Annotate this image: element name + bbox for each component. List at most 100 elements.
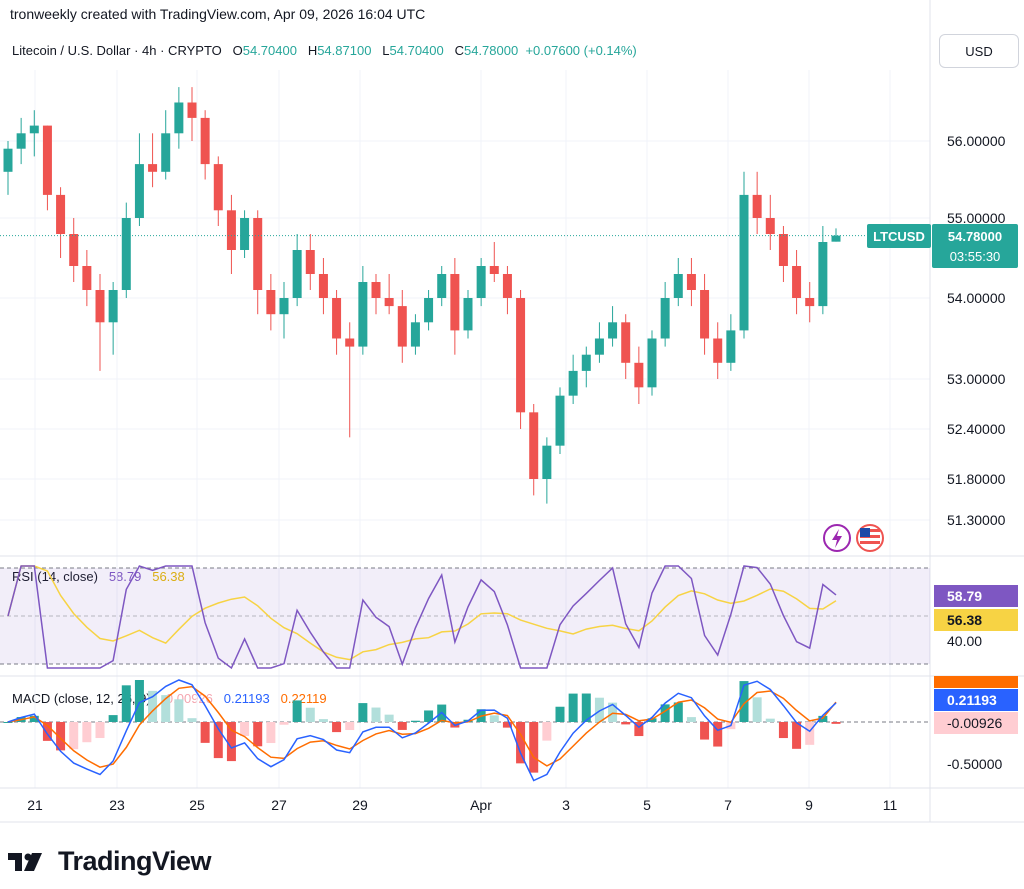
candle-body[interactable] bbox=[332, 298, 342, 339]
candle-body[interactable] bbox=[568, 370, 578, 396]
candle-body[interactable] bbox=[69, 234, 79, 266]
candle-body[interactable] bbox=[121, 218, 131, 290]
macd-histogram-bar bbox=[831, 722, 841, 724]
price-axis[interactable]: 56.00000 55.00000 54.00000 53.00000 52.40000… bbox=[947, 133, 1006, 528]
candle-body[interactable] bbox=[266, 290, 276, 315]
candle-body[interactable] bbox=[292, 250, 302, 298]
candlestick-series[interactable] bbox=[3, 87, 841, 504]
candle-body[interactable] bbox=[56, 194, 66, 234]
rsi-line[interactable] bbox=[7, 565, 837, 670]
candle-body[interactable] bbox=[594, 338, 604, 355]
candle-body[interactable] bbox=[134, 164, 144, 218]
rsi-ma-line[interactable] bbox=[7, 565, 837, 661]
candle-body[interactable] bbox=[713, 338, 723, 363]
candle-body[interactable] bbox=[765, 218, 775, 234]
macd-histogram-bar bbox=[581, 693, 591, 722]
candle-body[interactable] bbox=[660, 298, 670, 339]
macd-histogram-bar bbox=[253, 722, 263, 747]
candle-body[interactable] bbox=[200, 117, 210, 165]
candle-body[interactable] bbox=[437, 274, 447, 298]
candle-body[interactable] bbox=[279, 298, 289, 315]
currency-button[interactable]: USD bbox=[939, 34, 1019, 68]
macd-signal-line[interactable] bbox=[7, 685, 837, 768]
candle-body[interactable] bbox=[621, 322, 631, 363]
macd-histogram-bar bbox=[69, 722, 79, 750]
candle-body[interactable] bbox=[542, 445, 552, 479]
candle-body[interactable] bbox=[42, 125, 52, 195]
candle-body[interactable] bbox=[555, 395, 565, 446]
candle-body[interactable] bbox=[345, 338, 355, 347]
candle-body[interactable] bbox=[161, 133, 171, 172]
rsi-ma-tag-bg bbox=[934, 609, 1018, 631]
candle-body[interactable] bbox=[213, 164, 223, 211]
candle-body[interactable] bbox=[463, 298, 473, 331]
macd-histogram-bar bbox=[332, 722, 342, 733]
candle-body[interactable] bbox=[226, 210, 236, 250]
candle-body[interactable] bbox=[739, 194, 749, 331]
macd-label[interactable]: MACD (close, 12, 26, 9) bbox=[12, 691, 151, 706]
candle-body[interactable] bbox=[831, 235, 841, 242]
candle-body[interactable] bbox=[16, 133, 26, 149]
candle-body[interactable] bbox=[778, 234, 788, 266]
candle-body[interactable] bbox=[476, 266, 486, 298]
candle-body[interactable] bbox=[95, 290, 105, 323]
candle-body[interactable] bbox=[384, 298, 394, 307]
macd-histogram-bar bbox=[752, 697, 762, 722]
candle-body[interactable] bbox=[29, 125, 39, 134]
macd-histogram-bar bbox=[305, 707, 315, 722]
candle-body[interactable] bbox=[371, 282, 381, 298]
symbol-tag-bg bbox=[867, 224, 931, 248]
candle-body[interactable] bbox=[818, 242, 828, 307]
candle-body[interactable] bbox=[397, 306, 407, 347]
us-flag-icon[interactable] bbox=[856, 524, 884, 552]
candle-body[interactable] bbox=[240, 218, 250, 250]
candle-body[interactable] bbox=[502, 274, 512, 298]
candle-body[interactable] bbox=[82, 266, 92, 290]
tradingview-logo[interactable]: TradingView bbox=[8, 846, 212, 877]
candle-body[interactable] bbox=[581, 354, 591, 371]
macd-lines[interactable] bbox=[0, 679, 930, 782]
candle-body[interactable] bbox=[647, 338, 657, 388]
candle-body[interactable] bbox=[187, 102, 197, 118]
symbol-description[interactable]: Litecoin / U.S. Dollar · 4h · CRYPTO bbox=[12, 43, 222, 58]
candle-body[interactable] bbox=[318, 274, 328, 298]
candle-body[interactable] bbox=[608, 322, 618, 339]
time-axis[interactable]: 21 23 25 27 29 Apr 3 5 7 9 11 bbox=[27, 797, 897, 813]
macd-histogram-bar bbox=[161, 695, 171, 722]
candle-body[interactable] bbox=[673, 274, 683, 298]
rsi-label[interactable]: RSI (14, close) bbox=[12, 569, 98, 584]
macd-histogram-bar bbox=[410, 720, 420, 722]
candle-body[interactable] bbox=[108, 290, 118, 323]
candle-body[interactable] bbox=[634, 362, 644, 388]
rsi-value-tag-bg bbox=[934, 585, 1018, 607]
candle-body[interactable] bbox=[450, 274, 460, 331]
rsi-lines[interactable] bbox=[7, 565, 837, 670]
macd-line[interactable] bbox=[7, 679, 837, 782]
candle-body[interactable] bbox=[529, 412, 539, 479]
candle-body[interactable] bbox=[516, 298, 526, 413]
time-tick-label: 9 bbox=[805, 797, 813, 813]
macd-histogram-bar bbox=[266, 722, 276, 744]
lightning-icon[interactable] bbox=[823, 524, 851, 552]
candle-body[interactable] bbox=[700, 290, 710, 339]
price-tag-value: 54.78000 bbox=[948, 229, 1002, 244]
candle-body[interactable] bbox=[174, 102, 184, 134]
candle-body[interactable] bbox=[410, 322, 420, 347]
candle-body[interactable] bbox=[424, 298, 434, 323]
macd-histogram-bar bbox=[647, 718, 657, 722]
candle-body[interactable] bbox=[726, 330, 736, 363]
candle-body[interactable] bbox=[305, 250, 315, 274]
candle-body[interactable] bbox=[752, 194, 762, 218]
candle-body[interactable] bbox=[805, 298, 815, 307]
candle-body[interactable] bbox=[148, 164, 158, 172]
symbol-tag[interactable]: LTCUSD bbox=[873, 229, 925, 244]
candle-body[interactable] bbox=[358, 282, 368, 347]
tradingview-logo-icon bbox=[8, 852, 42, 871]
candle-body[interactable] bbox=[3, 148, 13, 172]
candle-body[interactable] bbox=[489, 266, 499, 274]
candle-body[interactable] bbox=[792, 266, 802, 298]
candle-body[interactable] bbox=[686, 274, 696, 290]
macd-histogram-bar bbox=[529, 722, 539, 773]
candle-body[interactable] bbox=[253, 218, 263, 290]
